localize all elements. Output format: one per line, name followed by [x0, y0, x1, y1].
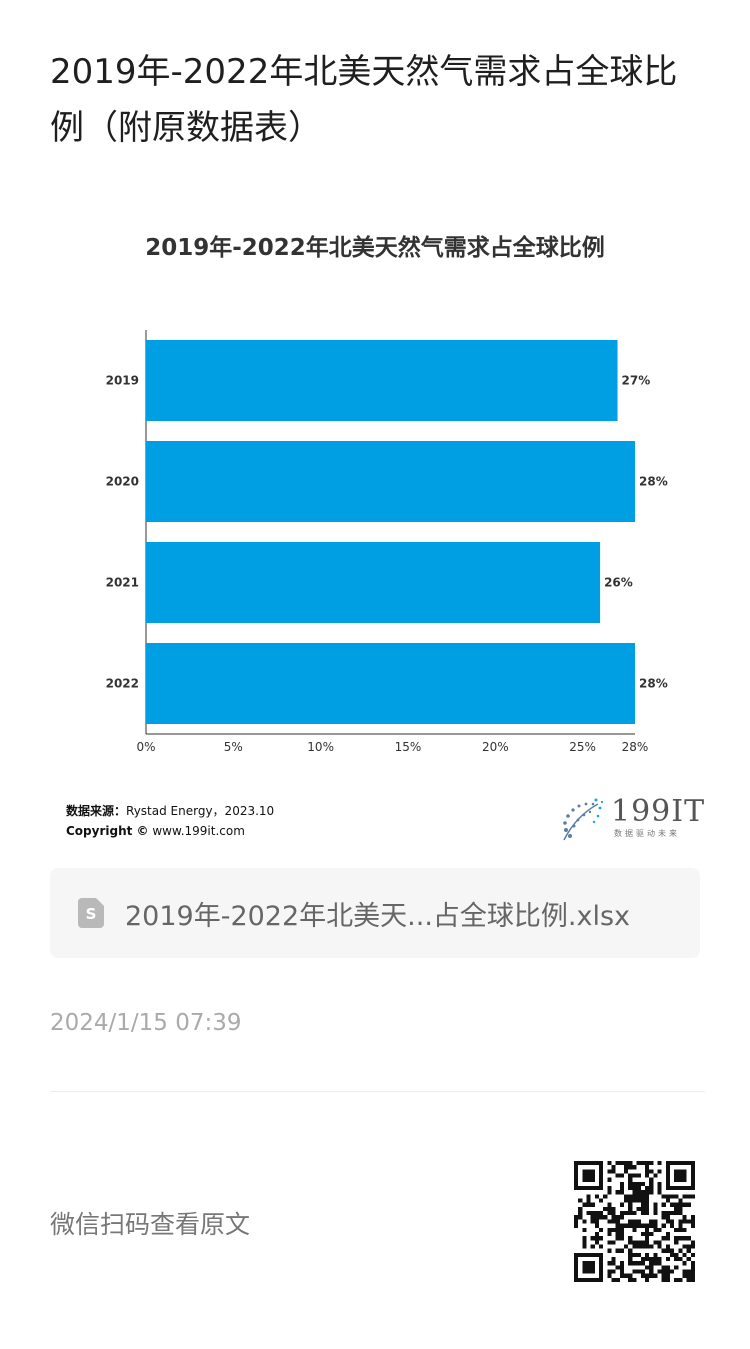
x-tick-label: 10% — [307, 740, 334, 754]
chart-title: 2019年-2022年北美天然气需求占全球比例 — [145, 235, 605, 261]
x-tick-label: 25% — [569, 740, 596, 754]
x-tick-label: 0% — [136, 740, 155, 754]
bar — [146, 542, 601, 623]
wechat-scan-prompt: 微信扫码查看原文 — [50, 1210, 251, 1239]
copyright-label: Copyright © — [66, 824, 149, 838]
post-timestamp: 2024/1/15 07:39 — [50, 1010, 242, 1036]
x-tick-label: 15% — [395, 740, 422, 754]
bar — [146, 441, 635, 522]
divider — [50, 1091, 705, 1092]
x-tick-label: 28% — [622, 740, 649, 754]
y-tick-label: 2019 — [106, 374, 139, 388]
data-label: 28% — [639, 677, 668, 691]
data-label: 28% — [639, 475, 668, 489]
source-value: Rystad Energy，2023.10 — [126, 804, 275, 818]
attachment-file-name: 2019年-2022年北美天...占全球比例.xlsx — [125, 901, 631, 932]
x-tick-label: 20% — [482, 740, 509, 754]
y-tick-label: 2022 — [106, 677, 139, 691]
spreadsheet-file-icon: S — [78, 898, 104, 928]
199it-logo: 199IT 数据驱动未来 — [558, 794, 704, 844]
copyright-value: www.199it.com — [148, 824, 245, 838]
bar-chart: 2019 27% 2020 28% 2021 26% 2022 28% 0% 5% 10% 15% 20… — [106, 330, 668, 754]
page-title: 2019年-2022年北美天然气需求占全球比例（附原数据表） — [50, 52, 678, 148]
logo-tagline: 数据驱动未来 — [614, 829, 680, 838]
data-label: 27% — [622, 374, 651, 388]
y-tick-label: 2020 — [106, 475, 139, 489]
logo-text: 199IT — [611, 794, 706, 829]
qr-code-icon — [574, 1161, 695, 1282]
bar — [146, 643, 635, 724]
source-label: 数据来源： — [66, 804, 127, 818]
x-tick-label: 5% — [224, 740, 243, 754]
chart-source: 数据来源：Rystad Energy，2023.10 Copyright © w… — [66, 801, 274, 841]
logo-mark-icon — [563, 798, 604, 841]
attachment-file-card[interactable]: S 2019年-2022年北美天...占全球比例.xlsx — [50, 868, 700, 958]
data-label: 26% — [604, 576, 633, 590]
y-tick-label: 2021 — [106, 576, 139, 590]
bar — [146, 340, 618, 421]
